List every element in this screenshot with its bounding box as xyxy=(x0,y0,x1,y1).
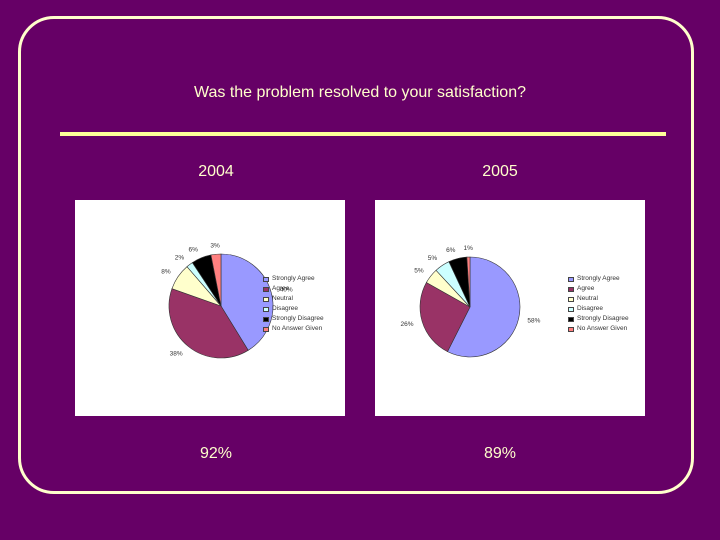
pie-slice-strongly-agree xyxy=(447,256,521,358)
legend-label: Agree xyxy=(577,285,595,292)
pie-chart-2004: 40% 38% 8% 2% 6% 3% Strongly Agree Agree Neutra… xyxy=(75,200,345,416)
legend-item: Neutral xyxy=(568,294,629,304)
pie-slice-strongly-agree xyxy=(220,253,274,351)
legend-label: Neutral xyxy=(272,295,293,302)
legend-swatch xyxy=(568,316,574,322)
legend-item: Strongly Disagree xyxy=(263,314,324,324)
legend-item: No Answer Given xyxy=(263,324,324,334)
legend-item: Agree xyxy=(568,284,629,294)
summary-2004: 92% xyxy=(199,445,233,462)
legend-item: Neutral xyxy=(263,294,324,304)
legend-2005: Strongly Agree Agree Neutral Disagree Strong… xyxy=(568,274,629,334)
slice-label: 58% xyxy=(527,318,540,325)
slice-label: 38% xyxy=(170,350,183,357)
pie-chart-2005: 58% 26% 5% 5% 6% 1% Strongly Agree Agree Neutra… xyxy=(375,200,645,416)
legend-label: Disagree xyxy=(577,305,604,312)
legend-label: Strongly Agree xyxy=(272,275,315,282)
pie-slice-no-answer-given xyxy=(466,256,471,308)
pie-slice-agree xyxy=(419,282,471,353)
slice-label: 6% xyxy=(188,247,198,254)
legend-label: Neutral xyxy=(577,295,598,302)
legend-label: No Answer Given xyxy=(272,325,323,332)
title-divider xyxy=(60,132,666,136)
slice-label: 40% xyxy=(280,286,293,293)
legend-label: Strongly Disagree xyxy=(577,315,629,322)
slide-title: Was the problem resolved to your satisfa… xyxy=(193,84,526,101)
legend-item: No Answer Given xyxy=(568,324,629,334)
legend-swatch xyxy=(263,306,269,312)
legend-label: No Answer Given xyxy=(577,325,628,332)
legend-swatch xyxy=(568,276,574,282)
year-label-2004: 2004 xyxy=(198,163,234,180)
legend-swatch xyxy=(263,296,269,302)
legend-label: Strongly Disagree xyxy=(272,315,324,322)
slice-label: 6% xyxy=(446,247,456,254)
legend-label: Agree xyxy=(272,285,290,292)
slice-label: 5% xyxy=(414,267,424,274)
slice-label: 1% xyxy=(463,245,473,252)
legend-item: Strongly Agree xyxy=(568,274,629,284)
summary-2005: 89% xyxy=(483,445,517,462)
legend-swatch xyxy=(263,326,269,332)
legend-swatch xyxy=(568,306,574,312)
legend-swatch xyxy=(263,276,269,282)
legend-item: Disagree xyxy=(568,304,629,314)
legend-swatch xyxy=(568,286,574,292)
slide-frame xyxy=(18,16,694,494)
slice-label: 3% xyxy=(210,242,220,249)
legend-item: Disagree xyxy=(263,304,324,314)
pie-svg-2005: 58% 26% 5% 5% 6% 1% xyxy=(401,245,541,358)
legend-swatch xyxy=(568,296,574,302)
legend-label: Disagree xyxy=(272,305,299,312)
legend-label: Strongly Agree xyxy=(577,275,620,282)
year-label-2005: 2005 xyxy=(482,163,518,180)
legend-swatch xyxy=(263,286,269,292)
pie-slice-no-answer-given xyxy=(210,253,222,307)
legend-item: Strongly Agree xyxy=(263,274,324,284)
legend-item: Strongly Disagree xyxy=(568,314,629,324)
legend-swatch xyxy=(263,316,269,322)
legend-item: Agree xyxy=(263,284,324,294)
pie-slice-agree xyxy=(168,288,249,359)
legend-2004: Strongly Agree Agree Neutral Disagree Strong… xyxy=(263,274,324,334)
legend-swatch xyxy=(568,326,574,332)
slice-label: 26% xyxy=(401,321,414,328)
slice-label: 5% xyxy=(428,255,438,262)
slice-label: 8% xyxy=(161,269,171,276)
slice-label: 2% xyxy=(175,254,185,261)
pie-svg-2004: 40% 38% 8% 2%6% 3% xyxy=(161,242,293,359)
